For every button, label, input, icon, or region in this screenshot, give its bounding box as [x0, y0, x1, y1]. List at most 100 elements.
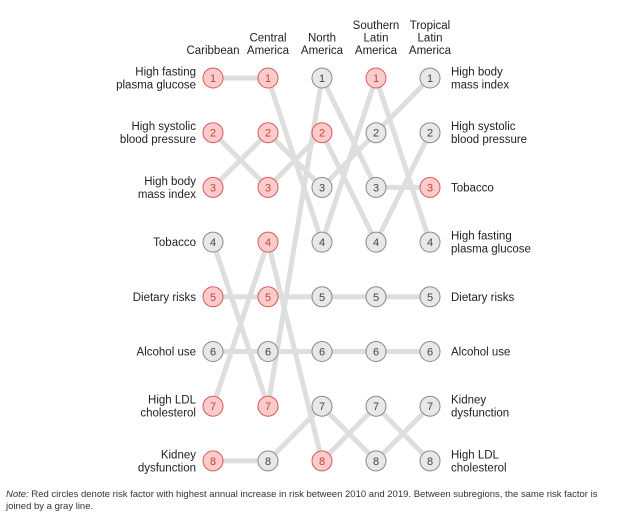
- circle-tobacco-caribbean: [202, 231, 224, 253]
- right-label-high-ldl-cholesterol: cholesterol: [451, 462, 507, 474]
- rank-label-high-body-mass-index-central-america: 2: [265, 128, 271, 140]
- rank-label-kidney-dysfunction-central-america: 8: [265, 456, 271, 468]
- rank-label-tobacco-central-america: 7: [265, 401, 271, 413]
- circle-tobacco-southern-latin-america: [365, 176, 387, 198]
- header-central-america: Central: [249, 33, 286, 45]
- right-label-high-body-mass-index: mass index: [451, 80, 509, 92]
- circle-alcohol-use-caribbean: [202, 341, 224, 362]
- circle-high-ldl-cholesterol-southern-latin-america: [365, 395, 387, 417]
- rank-label-high-fasting-plasma-glucose-north-america: 4: [319, 237, 325, 249]
- circle-kidney-dysfunction-central-america: [257, 450, 279, 472]
- circle-high-systolic-blood-pressure-southern-latin-america: [365, 231, 387, 253]
- rank-label-tobacco-caribbean: 4: [210, 237, 216, 249]
- circle-tobacco-tropical-latin-america: [419, 176, 441, 198]
- rank-label-high-fasting-plasma-glucose-southern-latin-america: 1: [373, 73, 379, 85]
- rank-label-high-systolic-blood-pressure-north-america: 2: [319, 128, 325, 140]
- left-label-kidney-dysfunction: Kidney: [161, 449, 196, 461]
- header-central-america: America: [247, 45, 290, 57]
- left-label-high-fasting-plasma-glucose: High fasting: [135, 67, 196, 79]
- rank-label-high-fasting-plasma-glucose-caribbean: 1: [210, 73, 216, 85]
- right-label-high-body-mass-index: High body: [451, 67, 503, 79]
- right-label-dietary-risks: Dietary risks: [451, 292, 515, 304]
- rank-label-high-ldl-cholesterol-central-america: 4: [265, 237, 271, 249]
- circle-alcohol-use-north-america: [311, 341, 333, 362]
- circle-dietary-risks-central-america: [257, 286, 279, 308]
- rank-label-dietary-risks-central-america: 5: [265, 292, 271, 304]
- column-headers: CaribbeanCentralAmericaNorthAmericaSouth…: [186, 20, 451, 57]
- rank-label-tobacco-tropical-latin-america: 3: [427, 182, 433, 194]
- rank-label-tobacco-southern-latin-america: 3: [373, 182, 379, 194]
- circle-alcohol-use-southern-latin-america: [365, 341, 387, 362]
- rank-label-alcohol-use-caribbean: 6: [210, 347, 216, 359]
- circle-dietary-risks-north-america: [311, 286, 333, 308]
- rank-label-high-ldl-cholesterol-north-america: 8: [319, 456, 325, 468]
- rank-circles: 1 1 4 1 4 2 3 2 4 2 3 2 3 2 1 4 7 1 3 3 5 5 5 5 5 6 6 6 6 6 7 4 8 7 8 8 8 7 8 7: [202, 67, 441, 472]
- rank-label-high-fasting-plasma-glucose-tropical-latin-america: 4: [427, 237, 433, 249]
- circle-high-body-mass-index-caribbean: [202, 176, 224, 198]
- rank-label-high-systolic-blood-pressure-caribbean: 2: [210, 128, 216, 140]
- circle-high-systolic-blood-pressure-tropical-latin-america: [419, 122, 441, 144]
- line-high-fasting-plasma-glucose: [210, 75, 433, 245]
- circle-high-ldl-cholesterol-central-america: [257, 231, 279, 253]
- circle-high-body-mass-index-central-america: [257, 122, 279, 144]
- circle-kidney-dysfunction-tropical-latin-america: [419, 395, 441, 417]
- left-label-high-ldl-cholesterol: High LDL: [148, 395, 197, 407]
- header-north-america: North: [308, 33, 336, 45]
- circle-dietary-risks-tropical-latin-america: [419, 286, 441, 308]
- left-label-high-systolic-blood-pressure: blood pressure: [120, 134, 196, 146]
- rank-label-alcohol-use-north-america: 6: [319, 347, 325, 359]
- circle-kidney-dysfunction-north-america: [311, 395, 333, 417]
- circle-high-ldl-cholesterol-north-america: [311, 450, 333, 472]
- header-tropical-latin-america: Latin: [418, 33, 443, 45]
- header-tropical-latin-america: Tropical: [410, 20, 450, 32]
- left-label-high-fasting-plasma-glucose: plasma glucose: [116, 80, 196, 92]
- rank-label-high-ldl-cholesterol-southern-latin-america: 7: [373, 401, 379, 413]
- left-label-kidney-dysfunction: dysfunction: [138, 462, 196, 474]
- footnote: Note: Red circles denote risk factor wit…: [6, 489, 621, 513]
- rank-label-high-body-mass-index-caribbean: 3: [210, 182, 216, 194]
- left-label-tobacco: Tobacco: [153, 237, 196, 249]
- right-label-tobacco: Tobacco: [451, 182, 494, 194]
- rank-label-dietary-risks-caribbean: 5: [210, 292, 216, 304]
- right-label-high-systolic-blood-pressure: blood pressure: [451, 134, 527, 146]
- right-label-kidney-dysfunction: dysfunction: [451, 408, 509, 420]
- circle-high-fasting-plasma-glucose-southern-latin-america: [365, 67, 387, 89]
- header-caribbean: Caribbean: [186, 45, 239, 57]
- right-label-alcohol-use: Alcohol use: [451, 347, 510, 359]
- circle-high-systolic-blood-pressure-north-america: [311, 122, 333, 144]
- left-label-high-systolic-blood-pressure: High systolic: [131, 121, 196, 133]
- right-label-high-systolic-blood-pressure: High systolic: [451, 121, 516, 133]
- circle-high-body-mass-index-southern-latin-america: [365, 122, 387, 144]
- right-label-high-fasting-plasma-glucose: plasma glucose: [451, 244, 531, 256]
- right-label-high-fasting-plasma-glucose: High fasting: [451, 231, 512, 243]
- left-label-high-body-mass-index: mass index: [138, 189, 196, 201]
- header-southern-latin-america: Latin: [364, 33, 389, 45]
- left-label-alcohol-use: Alcohol use: [137, 347, 196, 359]
- rank-label-dietary-risks-southern-latin-america: 5: [373, 292, 379, 304]
- left-label-dietary-risks: Dietary risks: [133, 292, 197, 304]
- header-southern-latin-america: America: [355, 45, 398, 57]
- rank-label-kidney-dysfunction-north-america: 7: [319, 401, 325, 413]
- header-southern-latin-america: Southern: [353, 20, 400, 32]
- circle-dietary-risks-southern-latin-america: [365, 286, 387, 308]
- rank-label-high-systolic-blood-pressure-southern-latin-america: 4: [373, 237, 379, 249]
- rank-label-high-body-mass-index-north-america: 3: [319, 182, 325, 194]
- header-north-america: America: [301, 45, 344, 57]
- right-label-high-ldl-cholesterol: High LDL: [451, 449, 500, 461]
- rank-label-alcohol-use-tropical-latin-america: 6: [427, 347, 433, 359]
- circle-tobacco-north-america: [311, 67, 333, 89]
- bump-chart: CaribbeanCentralAmericaNorthAmericaSouth…: [116, 20, 531, 474]
- rank-label-high-fasting-plasma-glucose-central-america: 1: [265, 73, 271, 85]
- left-label-high-body-mass-index: High body: [144, 176, 196, 188]
- circle-high-ldl-cholesterol-caribbean: [202, 395, 224, 417]
- rank-label-kidney-dysfunction-caribbean: 8: [210, 456, 216, 468]
- rank-label-dietary-risks-tropical-latin-america: 5: [427, 292, 433, 304]
- rank-label-dietary-risks-north-america: 5: [319, 292, 325, 304]
- circle-alcohol-use-central-america: [257, 341, 279, 362]
- rank-label-tobacco-north-america: 1: [319, 73, 325, 85]
- circle-high-fasting-plasma-glucose-central-america: [257, 67, 279, 89]
- circle-high-fasting-plasma-glucose-tropical-latin-america: [419, 231, 441, 253]
- rank-label-high-ldl-cholesterol-tropical-latin-america: 8: [427, 456, 433, 468]
- circle-high-body-mass-index-tropical-latin-america: [419, 67, 441, 89]
- rank-label-high-systolic-blood-pressure-central-america: 3: [265, 182, 271, 194]
